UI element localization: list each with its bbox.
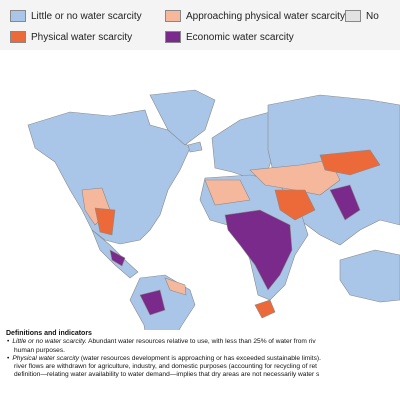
central-asia (319, 149, 381, 176)
definition-text: Abundant water resources relative to use… (88, 338, 316, 346)
definition-text: river flows are withdrawn for agricultur… (14, 363, 317, 371)
definition-line: river flows are withdrawn for agricultur… (6, 363, 400, 371)
middle-east-north (249, 159, 341, 196)
legend-swatch (165, 31, 181, 43)
definition-term: Physical water scarcity (12, 354, 80, 362)
legend-band (0, 0, 400, 50)
us-southwest (94, 207, 116, 236)
legend-label: Physical water scarcity (31, 31, 133, 43)
legend-item: No (345, 10, 379, 22)
greenland (149, 89, 216, 146)
europe (211, 111, 276, 179)
central-america-econ (109, 249, 126, 267)
definition-line: • Little or no water scarcity. Abundant w… (6, 338, 400, 346)
definition-text: (water resources development is approach… (80, 354, 321, 362)
definition-text: human purposes. (14, 346, 65, 354)
venezuela (164, 277, 187, 296)
legend-label: Little or no water scarcity (31, 10, 142, 22)
legend-item: Approaching physical water scarcity (165, 10, 345, 22)
legend-item: Little or no water scarcity (10, 10, 142, 22)
legend-swatch (165, 10, 181, 22)
australia (339, 249, 400, 303)
north-america (27, 109, 191, 245)
definition-line: human purposes. (6, 347, 400, 355)
bullet: • (7, 354, 10, 362)
definition-term: Little or no water scarcity. (12, 338, 87, 346)
north-africa (204, 179, 251, 206)
iceland (187, 141, 203, 153)
south-asia (329, 184, 361, 221)
central-africa (224, 209, 293, 291)
map (27, 89, 400, 330)
bullet: • (7, 338, 10, 346)
legend-swatch (10, 31, 26, 43)
definitions-title: Definitions and indicators (6, 330, 92, 337)
legend-label: No (366, 10, 379, 22)
definition-line: • Physical water scarcity (water resource… (6, 355, 400, 363)
legend-label: Approaching physical water scarcity (186, 10, 345, 22)
definition-line: definition—relating water availability t… (6, 371, 400, 379)
southern-africa (254, 299, 276, 319)
definition-text: definition—relating water availability t… (14, 371, 320, 379)
legend-item: Economic water scarcity (165, 31, 294, 43)
definitions: Definitions and indicators • Little or no… (6, 330, 400, 380)
legend-swatch (10, 10, 26, 22)
andes (139, 289, 166, 316)
legend-swatch (345, 10, 361, 22)
arabia (274, 189, 316, 221)
legend-item: Physical water scarcity (10, 31, 132, 43)
legend-label: Economic water scarcity (186, 31, 294, 43)
